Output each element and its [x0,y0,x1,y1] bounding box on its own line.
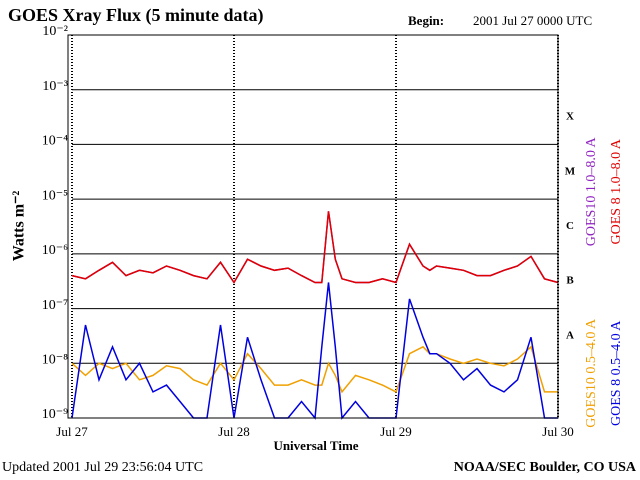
flare-class-label: M [565,165,576,177]
x-tick-label: Jul 30 [542,424,573,439]
y-tick-label: 10⁻⁸ [42,353,68,368]
x-tick-label: Jul 27 [56,424,88,439]
legend-entry: GOES10 1.0–8.0 A [584,136,599,246]
y-tick-label: 10⁻⁹ [42,407,68,422]
plot-frame [67,34,559,419]
flux-line [71,211,559,284]
x-axis-label: Universal Time [273,438,358,453]
flux-line [71,345,558,394]
chart-title: GOES Xray Flux (5 minute data) [8,5,264,26]
flare-class-label: C [566,220,574,232]
y-tick-label: 10⁻⁷ [42,298,68,313]
flare-class-label: B [566,275,574,287]
y-tick-label: 10⁻³ [42,79,68,94]
x-tick-label: Jul 28 [218,424,249,439]
footer-updated: Updated 2001 Jul 29 23:56:04 UTC [2,460,203,475]
begin-label: Begin: [408,13,444,28]
legend-entry: GOES 8 1.0–8.0 A [609,138,624,244]
legend-entry: GOES10 0.5–4.0 A [584,318,599,428]
legend-entry: GOES 8 0.5–4.0 A [609,320,624,426]
y-tick-label: 10⁻⁶ [42,243,68,258]
flux-line [71,282,558,420]
y-tick-label: 10⁻⁴ [42,134,68,149]
begin-date: 2001 Jul 27 0000 UTC [473,13,592,28]
y-tick-label: 10⁻⁵ [42,188,68,203]
x-tick-label: Jul 29 [380,424,411,439]
y-axis-label: Watts m⁻² [11,191,28,262]
flare-class-label: X [566,111,574,123]
flare-class-label: A [566,329,574,341]
y-tick-label: 10⁻² [42,24,68,39]
footer-source: NOAA/SEC Boulder, CO USA [454,460,637,475]
